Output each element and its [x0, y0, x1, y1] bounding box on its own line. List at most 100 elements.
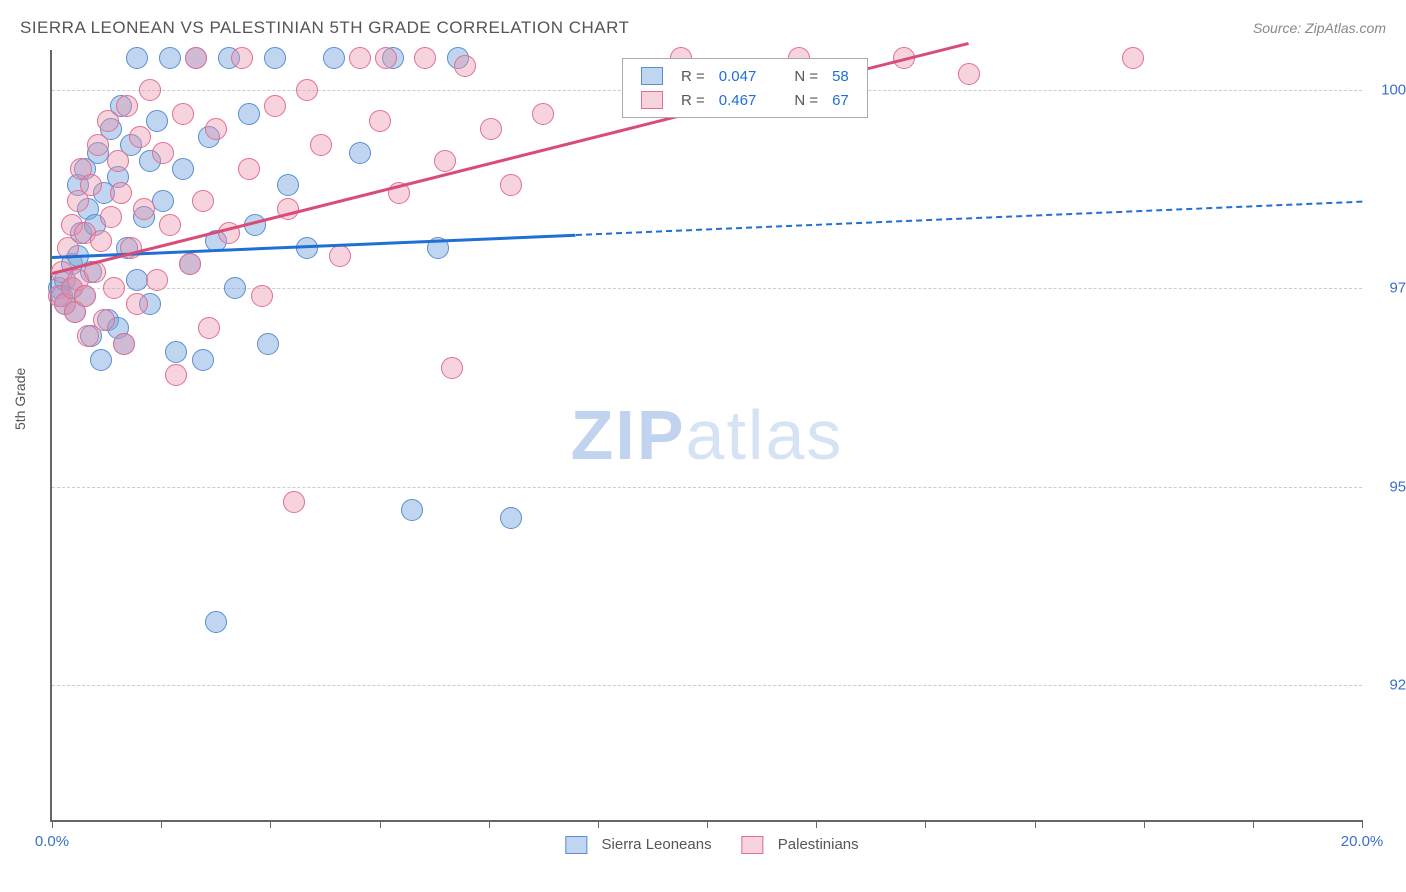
legend-item: Sierra Leoneans [555, 836, 711, 853]
watermark-bold: ZIP [571, 396, 686, 474]
x-tick [161, 820, 162, 828]
plot-area: ZIPatlas 100.0%97.5%95.0%92.5%0.0%20.0%R… [50, 50, 1362, 822]
scatter-point [87, 134, 109, 156]
scatter-point [1122, 47, 1144, 69]
scatter-point [192, 190, 214, 212]
scatter-point [205, 118, 227, 140]
watermark: ZIPatlas [571, 395, 844, 475]
source-label: Source: ZipAtlas.com [1253, 20, 1386, 36]
legend-swatch [742, 836, 764, 854]
x-tick [52, 820, 53, 828]
scatter-point [454, 55, 476, 77]
scatter-point [110, 182, 132, 204]
scatter-point [480, 118, 502, 140]
scatter-point [165, 364, 187, 386]
gridline [52, 685, 1362, 686]
scatter-point [159, 47, 181, 69]
scatter-point [264, 95, 286, 117]
scatter-point [532, 103, 554, 125]
x-tick [270, 820, 271, 828]
scatter-point [441, 357, 463, 379]
x-tick [380, 820, 381, 828]
scatter-point [500, 507, 522, 529]
scatter-point [159, 214, 181, 236]
scatter-point [77, 325, 99, 347]
x-tick [1362, 820, 1363, 828]
scatter-point [500, 174, 522, 196]
scatter-point [434, 150, 456, 172]
scatter-point [172, 158, 194, 180]
scatter-point [100, 206, 122, 228]
scatter-point [116, 95, 138, 117]
scatter-point [231, 47, 253, 69]
scatter-point [277, 174, 299, 196]
y-tick-label: 95.0% [1372, 478, 1406, 495]
scatter-point [139, 79, 161, 101]
scatter-point [205, 611, 227, 633]
scatter-point [264, 47, 286, 69]
gridline [52, 288, 1362, 289]
scatter-point [146, 110, 168, 132]
legend-swatch [565, 836, 587, 854]
scatter-point [152, 190, 174, 212]
scatter-point [103, 277, 125, 299]
scatter-point [93, 309, 115, 331]
scatter-point [74, 285, 96, 307]
scatter-point [90, 349, 112, 371]
gridline [52, 487, 1362, 488]
watermark-light: atlas [686, 396, 844, 474]
scatter-point [165, 341, 187, 363]
scatter-point [958, 63, 980, 85]
scatter-point [401, 499, 423, 521]
scatter-point [126, 47, 148, 69]
y-axis-label: 5th Grade [12, 368, 28, 430]
scatter-point [179, 253, 201, 275]
scatter-point [113, 333, 135, 355]
scatter-point [172, 103, 194, 125]
scatter-point [257, 333, 279, 355]
x-tick-label: 20.0% [1341, 833, 1384, 850]
legend-item: Palestinians [732, 836, 859, 853]
scatter-point [323, 47, 345, 69]
y-tick-label: 100.0% [1372, 81, 1406, 98]
correlation-table: R =0.047N =58R =0.467N =67 [633, 63, 857, 113]
scatter-point [146, 269, 168, 291]
scatter-point [310, 134, 332, 156]
scatter-point [349, 142, 371, 164]
scatter-point [192, 349, 214, 371]
x-tick [489, 820, 490, 828]
scatter-point [251, 285, 273, 307]
trend-line [576, 201, 1362, 236]
scatter-point [283, 491, 305, 513]
x-tick [925, 820, 926, 828]
scatter-point [329, 245, 351, 267]
scatter-point [107, 150, 129, 172]
scatter-point [97, 110, 119, 132]
scatter-point [129, 126, 151, 148]
correlation-legend: R =0.047N =58R =0.467N =67 [622, 58, 868, 118]
scatter-point [349, 47, 371, 69]
x-tick [816, 820, 817, 828]
scatter-point [185, 47, 207, 69]
x-tick [1144, 820, 1145, 828]
scatter-point [238, 158, 260, 180]
scatter-point [369, 110, 391, 132]
scatter-point [224, 277, 246, 299]
x-tick-label: 0.0% [35, 833, 69, 850]
x-tick [1253, 820, 1254, 828]
scatter-point [80, 174, 102, 196]
legend-swatch [641, 67, 663, 85]
scatter-point [238, 103, 260, 125]
scatter-point [90, 230, 112, 252]
x-tick [598, 820, 599, 828]
series-legend: Sierra Leoneans Palestinians [545, 836, 868, 854]
scatter-point [152, 142, 174, 164]
y-tick-label: 92.5% [1372, 677, 1406, 694]
chart-title: SIERRA LEONEAN VS PALESTINIAN 5TH GRADE … [20, 18, 629, 38]
x-tick [707, 820, 708, 828]
scatter-point [133, 198, 155, 220]
scatter-point [414, 47, 436, 69]
legend-swatch [641, 91, 663, 109]
scatter-point [126, 293, 148, 315]
scatter-point [296, 79, 318, 101]
